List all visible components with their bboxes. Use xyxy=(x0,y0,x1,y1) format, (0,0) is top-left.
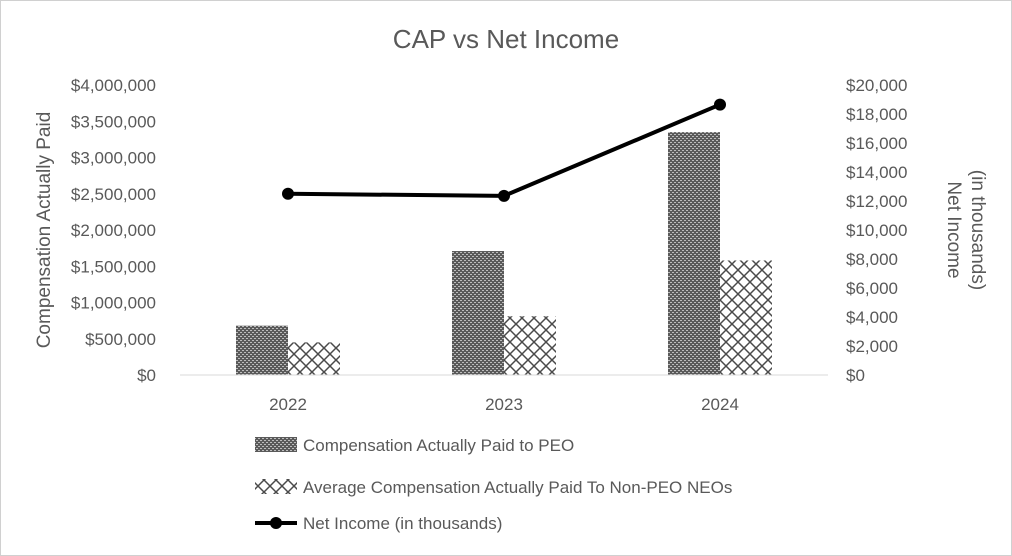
left-tick-label: $2,000,000 xyxy=(71,221,156,240)
bar-peo xyxy=(452,251,504,375)
right-axis-title-line2: (in thousands) xyxy=(967,170,988,290)
bar-peo xyxy=(668,132,720,375)
bar-non-peo xyxy=(720,260,772,375)
legend-swatch-non-peo xyxy=(255,479,297,494)
left-tick-label: $0 xyxy=(137,366,156,385)
x-axis-ticks: 2022 2023 2024 xyxy=(269,395,739,414)
left-tick-label: $3,500,000 xyxy=(71,112,156,131)
legend-label: Average Compensation Actually Paid To No… xyxy=(303,478,732,497)
right-tick-label: $14,000 xyxy=(846,163,907,182)
x-tick-label: 2023 xyxy=(485,395,523,414)
left-tick-label: $2,500,000 xyxy=(71,185,156,204)
legend-label: Compensation Actually Paid to PEO xyxy=(303,436,574,455)
left-tick-label: $1,500,000 xyxy=(71,257,156,276)
chart-title: CAP vs Net Income xyxy=(393,24,619,54)
legend-swatch-peo xyxy=(255,437,297,452)
bar-non-peo xyxy=(288,342,340,375)
right-tick-label: $12,000 xyxy=(846,192,907,211)
right-tick-label: $6,000 xyxy=(846,279,898,298)
right-tick-label: $16,000 xyxy=(846,134,907,153)
line-layer xyxy=(282,98,726,202)
left-axis-ticks: $0 $500,000 $1,000,000 $1,500,000 $2,000,000… xyxy=(71,76,156,385)
net-income-point xyxy=(714,98,726,111)
net-income-line xyxy=(287,102,721,198)
net-income-point xyxy=(498,189,510,202)
net-income-point xyxy=(282,187,294,200)
left-tick-label: $1,000,000 xyxy=(71,294,156,313)
legend: Compensation Actually Paid to PEO Average… xyxy=(255,436,732,533)
legend-swatch-marker xyxy=(270,517,282,529)
right-axis-title-line1: Net Income xyxy=(943,181,964,278)
x-tick-label: 2024 xyxy=(701,395,739,414)
legend-label: Net Income (in thousands) xyxy=(303,514,502,533)
right-tick-label: $18,000 xyxy=(846,105,907,124)
right-tick-label: $8,000 xyxy=(846,250,898,269)
bar-layer xyxy=(236,132,772,375)
left-tick-label: $500,000 xyxy=(85,330,156,349)
right-tick-label: $20,000 xyxy=(846,76,907,95)
right-tick-label: $2,000 xyxy=(846,337,898,356)
left-axis-title: Compensation Actually Paid xyxy=(34,112,55,349)
left-tick-label: $3,000,000 xyxy=(71,149,156,168)
x-tick-label: 2022 xyxy=(269,395,307,414)
bar-non-peo xyxy=(504,316,556,375)
left-tick-label: $4,000,000 xyxy=(71,76,156,95)
right-tick-label: $10,000 xyxy=(846,221,907,240)
right-axis-ticks: $0 $2,000 $4,000 $6,000 $8,000 $10,000 $12,000… xyxy=(846,76,907,385)
bar-peo xyxy=(236,325,288,375)
right-tick-label: $0 xyxy=(846,366,865,385)
right-tick-label: $4,000 xyxy=(846,308,898,327)
